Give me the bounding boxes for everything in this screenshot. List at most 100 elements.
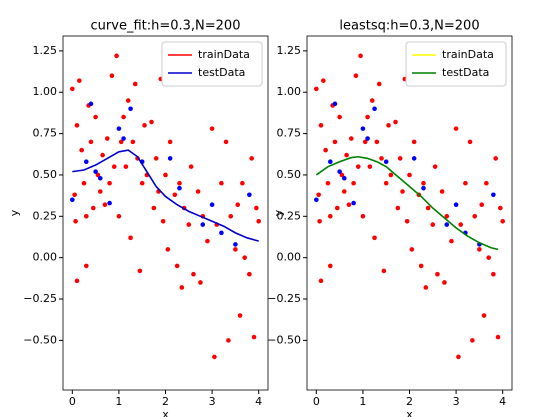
data-point [254,205,259,211]
data-point [100,152,105,158]
data-point [233,242,238,247]
data-point [177,180,182,186]
data-point [107,200,112,206]
plot-area [63,36,268,390]
data-point [365,136,370,141]
data-point [381,268,387,274]
data-point [195,189,201,194]
data-point [374,139,380,145]
y-tick-label: −0.25 [23,292,57,305]
data-point [74,278,80,284]
data-point [121,114,126,120]
data-point [121,136,126,141]
data-point [409,247,415,252]
legend-box [405,41,507,87]
x-tick-label: 2 [406,395,413,408]
x-tick-label: 0 [313,395,320,408]
data-point [355,164,361,169]
y-tick-label: 0.00 [277,251,302,264]
data-point [491,271,496,277]
data-point [386,123,391,128]
chart-title: curve_fit:h=0.3,N=200 [91,19,241,34]
data-point [484,180,489,186]
legend-label: testData [198,66,245,79]
data-point [337,169,342,174]
data-point [249,156,254,161]
x-tick-label: 3 [209,395,216,408]
data-point [123,164,129,169]
data-point [418,263,424,269]
data-point [104,136,110,141]
data-point [327,263,333,269]
data-point [209,126,215,131]
data-point [493,156,498,161]
data-point [463,180,468,186]
data-point [179,285,185,290]
legend-box [161,41,263,87]
data-point [351,200,356,206]
data-point [360,214,366,219]
data-point [153,156,159,161]
data-point [107,180,112,186]
data-point [209,202,215,208]
data-point [372,235,377,241]
data-point [151,205,157,211]
data-point [118,139,124,145]
data-point [314,197,319,203]
data-point [367,164,373,169]
data-point [228,214,234,219]
y-tick-label: 1.25 [277,44,302,57]
data-point [321,78,326,83]
data-point [93,114,98,120]
data-point [81,180,87,186]
y-tick-label: −0.50 [267,333,301,346]
data-point [421,180,426,186]
x-tick-label: 1 [115,395,122,408]
data-point [376,81,382,87]
data-point [388,172,394,178]
data-point [132,81,138,87]
data-point [332,139,338,145]
data-point [83,263,89,269]
data-point [83,214,89,219]
data-point [411,139,417,145]
data-point [177,185,182,191]
data-point [477,247,482,252]
data-point [317,218,322,224]
data-point [486,255,492,260]
data-point [128,106,133,112]
data-point [139,180,145,186]
data-point [223,139,229,145]
axes-frame [306,35,513,391]
data-point [93,169,98,174]
data-point [90,205,96,211]
data-point [188,164,194,169]
data-point [97,175,103,181]
x-tick-label: 3 [453,395,460,408]
data-point [453,202,459,208]
data-point [344,152,349,158]
data-point [73,218,78,224]
y-tick-label: 0.00 [33,251,58,264]
data-point [174,263,180,269]
data-point [481,313,487,318]
data-point [353,73,359,79]
fit-line [72,149,259,242]
data-point [77,78,82,83]
subplot: leastsq:h=0.3,N=200 0 1 2 3 4 −0.50 −0.25 0.00 0.… [267,19,513,417]
plot-area [307,36,512,390]
data-point [198,280,203,285]
data-point [242,255,248,260]
legend-label: trainData [442,48,494,61]
data-point [444,214,450,219]
y-tick-label: 0.50 [33,168,58,181]
data-point [432,164,438,169]
data-point [472,214,478,219]
y-tick-label: −0.25 [267,292,301,305]
legend-label: trainData [198,48,250,61]
data-point [316,192,321,198]
subplot: curve_fit:h=0.3,N=200 0 1 2 3 4 −0.50 −0.25 0.00… [8,19,269,417]
data-point [219,180,224,186]
data-point [318,278,324,284]
